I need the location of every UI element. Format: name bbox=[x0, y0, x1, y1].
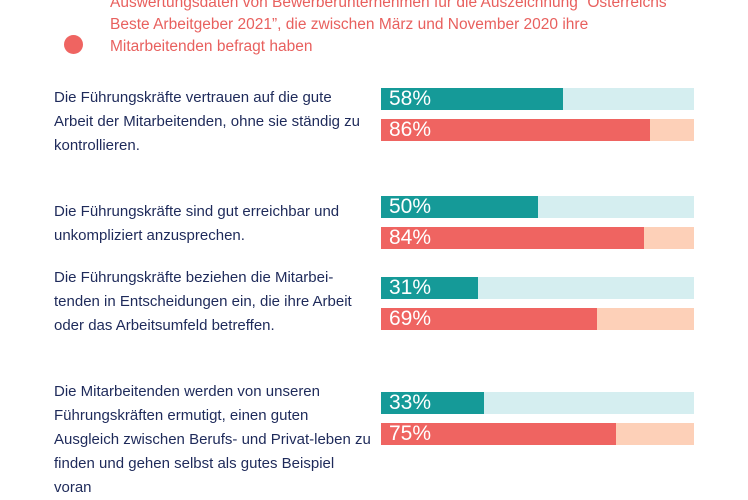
data-label: 33% bbox=[389, 391, 432, 414]
bar-track: 84% bbox=[381, 226, 694, 249]
bar bbox=[381, 392, 485, 414]
category-label: Die Mitarbeitenden werden von unseren Fü… bbox=[54, 383, 371, 496]
bar-track: 31% bbox=[381, 276, 694, 299]
data-label: 69% bbox=[389, 307, 432, 330]
bar bbox=[381, 308, 597, 330]
data-label: 58% bbox=[389, 87, 432, 110]
bar-track: 86% bbox=[381, 118, 694, 141]
category-label: Die Führungskräfte vertrauen auf die gut… bbox=[54, 89, 361, 154]
data-label: 31% bbox=[389, 276, 432, 299]
data-label: 50% bbox=[389, 195, 432, 218]
bar bbox=[381, 277, 479, 299]
legend-marker-icon bbox=[64, 35, 83, 54]
bar bbox=[381, 423, 616, 445]
bar-track: 58% bbox=[381, 87, 694, 110]
bar-track: 33% bbox=[381, 391, 694, 414]
intro-text: Auswertungsdaten von Bewerberunternehmen… bbox=[110, 0, 667, 55]
bar-track: 75% bbox=[381, 422, 694, 445]
bar bbox=[381, 227, 644, 249]
data-label: 86% bbox=[389, 118, 432, 141]
bar bbox=[381, 119, 651, 141]
category-label: Die Führungskräfte sind gut erreichbar u… bbox=[54, 203, 340, 244]
bar-track: 50% bbox=[381, 195, 694, 218]
bar-track: 69% bbox=[381, 307, 694, 330]
data-label: 75% bbox=[389, 422, 432, 445]
bar bbox=[381, 196, 538, 218]
data-label: 84% bbox=[389, 226, 432, 249]
category-label: Die Führungskräfte beziehen die Mitarbei… bbox=[54, 269, 352, 334]
bar bbox=[381, 88, 563, 110]
